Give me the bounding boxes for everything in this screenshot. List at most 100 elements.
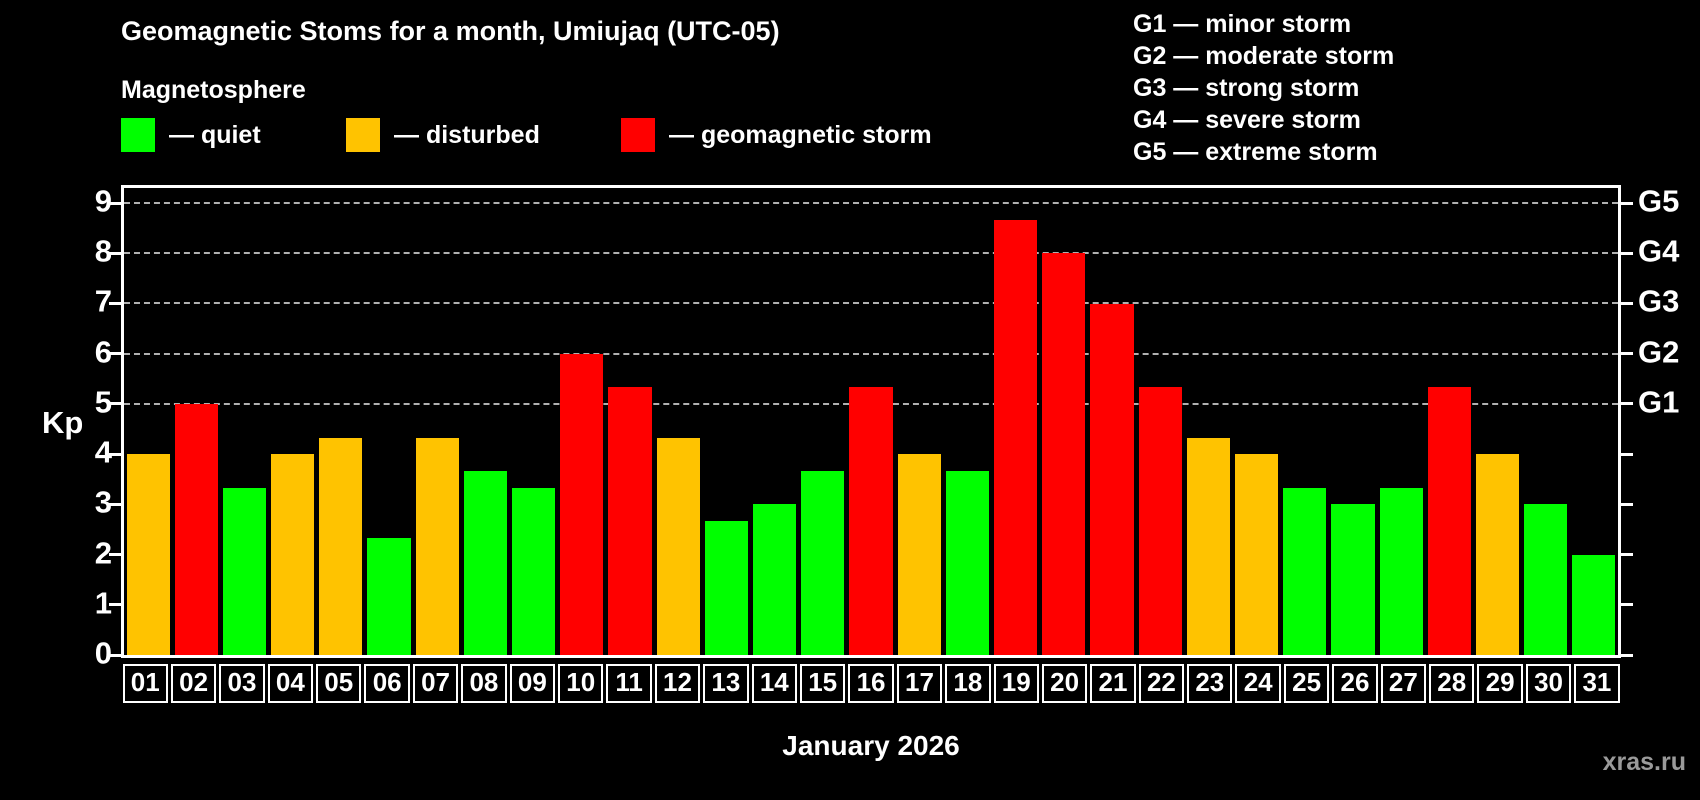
bar-day-07 <box>415 437 459 655</box>
bar-day-05 <box>319 437 363 655</box>
day-label-22: 22 <box>1138 664 1185 703</box>
bar-day-20 <box>1042 253 1086 655</box>
legend-label-storm: — geomagnetic storm <box>669 120 932 149</box>
g-label-G4: G4 <box>1638 233 1680 269</box>
bar-day-30 <box>1524 504 1568 655</box>
day-label-08: 08 <box>461 664 507 703</box>
y-tick-label-6: 6 <box>94 334 112 370</box>
g-label-G1: G1 <box>1638 384 1680 420</box>
plot-area: 0 1 2 3 4 5 6 7 8 9 G1 G2 G3 G4 G5 <box>95 184 1680 671</box>
bar-day-31 <box>1572 554 1616 655</box>
g-legend-line-2: G2 — moderate storm <box>1133 42 1395 70</box>
day-label-11: 11 <box>606 664 652 703</box>
bar-day-27 <box>1379 487 1423 655</box>
legend-item-storm: — geomagnetic storm <box>621 118 932 152</box>
bar-day-18 <box>945 470 989 655</box>
g-label-G3: G3 <box>1638 284 1680 320</box>
g-legend-line-5: G5 — extreme storm <box>1133 138 1378 166</box>
gridline-kp-6 <box>124 352 1618 355</box>
day-label-29: 29 <box>1477 664 1523 703</box>
day-label-17: 17 <box>896 664 943 703</box>
legend-item-quiet: — quiet <box>121 118 261 152</box>
day-label-30: 30 <box>1525 664 1572 703</box>
y-tick-label-5: 5 <box>94 384 112 420</box>
storm-swatch <box>621 118 655 152</box>
g-scale-legend: G1 — minor storm G2 — moderate storm G3 — … <box>1133 8 1394 168</box>
day-label-18: 18 <box>945 664 991 703</box>
day-label-12: 12 <box>654 664 701 703</box>
y-tick-1 <box>109 603 121 607</box>
y-tick-right-3 <box>1621 502 1633 506</box>
day-label-15: 15 <box>799 664 846 703</box>
day-label-26: 26 <box>1332 664 1378 703</box>
bar-day-12 <box>656 437 700 655</box>
gridline-kp-7 <box>124 302 1618 305</box>
y-tick-right-7 <box>1621 301 1633 305</box>
bar-day-03 <box>222 487 267 655</box>
bar-day-15 <box>801 470 845 655</box>
bar-day-09 <box>512 487 556 655</box>
y-tick-5 <box>109 402 121 406</box>
bar-day-16 <box>849 387 893 655</box>
y-tick-right-1 <box>1621 603 1633 607</box>
legend-label-quiet: — quiet <box>169 120 261 149</box>
bar-day-01 <box>126 454 170 655</box>
y-tick-label-8: 8 <box>94 233 112 269</box>
day-label-03: 03 <box>219 664 265 703</box>
y-tick-right-9 <box>1621 201 1633 205</box>
day-label-05: 05 <box>316 664 362 703</box>
disturbed-swatch <box>346 118 380 152</box>
y-tick-8 <box>109 251 121 255</box>
day-label-20: 20 <box>1041 664 1088 703</box>
y-tick-right-8 <box>1621 251 1633 255</box>
day-label-06: 06 <box>364 664 410 703</box>
day-label-24: 24 <box>1235 664 1281 703</box>
bar-day-22 <box>1138 387 1182 655</box>
g-label-G2: G2 <box>1638 334 1680 370</box>
bar-day-04 <box>271 454 315 655</box>
bar-day-06 <box>367 538 411 655</box>
y-tick-3 <box>109 502 121 506</box>
bar-day-28 <box>1427 387 1471 655</box>
bar-day-26 <box>1331 504 1375 655</box>
bar-day-24 <box>1234 454 1279 655</box>
y-tick-right-2 <box>1621 553 1633 557</box>
day-label-25: 25 <box>1283 664 1330 703</box>
day-label-31: 31 <box>1574 664 1620 703</box>
quiet-swatch <box>121 118 155 152</box>
legend-item-disturbed: — disturbed <box>346 118 540 152</box>
y-tick-label-2: 2 <box>94 535 112 571</box>
y-tick-label-4: 4 <box>94 434 112 470</box>
y-tick-label-0: 0 <box>94 635 112 671</box>
day-label-10: 10 <box>558 664 604 703</box>
day-label-28: 28 <box>1429 664 1475 703</box>
magnetosphere-heading: Magnetosphere <box>121 76 306 104</box>
x-axis-day-labels: 01 02 03 04 05 06 07 08 09 10 11 12 13 14 15 16 17 18 19 20… <box>121 664 1621 703</box>
y-tick-right-5 <box>1621 402 1633 406</box>
bar-day-29 <box>1475 454 1520 655</box>
bar-day-11 <box>608 387 652 655</box>
legend-row: — quiet — disturbed — geomagnetic storm <box>121 118 1021 156</box>
bar-day-08 <box>463 470 508 655</box>
y-axis-label-kp: Kp <box>42 405 84 440</box>
y-tick-label-1: 1 <box>94 585 112 621</box>
day-label-13: 13 <box>703 664 749 703</box>
day-label-21: 21 <box>1090 664 1136 703</box>
gridline-kp-9 <box>124 202 1618 205</box>
y-tick-label-3: 3 <box>94 484 112 520</box>
day-label-19: 19 <box>993 664 1039 703</box>
y-tick-4 <box>109 452 121 456</box>
day-label-01: 01 <box>122 664 168 703</box>
y-tick-right-6 <box>1621 352 1633 356</box>
bar-day-21 <box>1090 303 1134 655</box>
bar-day-13 <box>704 520 748 655</box>
y-tick-7 <box>109 301 121 305</box>
day-label-27: 27 <box>1380 664 1427 703</box>
g-legend-line-3: G3 — strong storm <box>1133 74 1360 102</box>
x-axis-caption: January 2026 <box>782 730 960 761</box>
y-tick-9 <box>109 201 121 205</box>
y-tick-label-7: 7 <box>94 284 112 320</box>
y-tick-2 <box>109 553 121 557</box>
y-tick-right-4 <box>1621 452 1633 456</box>
